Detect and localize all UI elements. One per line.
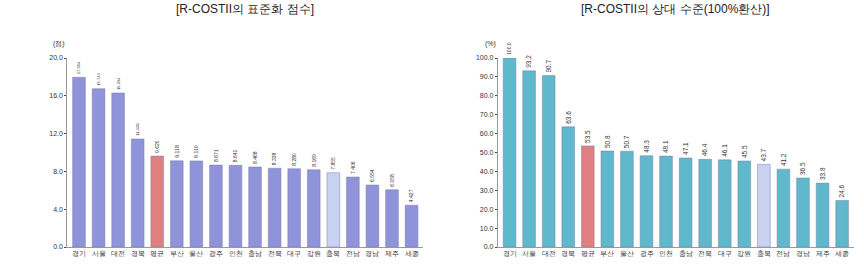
svg-text:전북: 전북 [268,250,282,258]
svg-text:[R-COSTII의 상대 수준(100%환산)]: [R-COSTII의 상대 수준(100%환산)] [581,2,770,16]
svg-text:40.0: 40.0 [480,168,494,175]
svg-text:24.6: 24.6 [838,185,845,198]
svg-text:경북: 경북 [131,250,145,258]
svg-text:전남: 전남 [346,250,360,258]
svg-text:서울: 서울 [522,250,536,257]
svg-text:경남: 경남 [796,250,810,258]
svg-text:36.5: 36.5 [799,162,806,175]
svg-text:93.2: 93.2 [525,55,532,68]
svg-text:70.0: 70.0 [480,111,494,118]
svg-text:대전: 대전 [111,250,125,257]
svg-text:세종: 세종 [835,250,849,257]
svg-text:강원: 강원 [737,250,751,257]
svg-text:평균: 평균 [150,250,164,257]
svg-text:경북: 경북 [561,250,575,258]
svg-text:전북: 전북 [698,250,712,258]
svg-text:11.428: 11.428 [135,123,140,136]
svg-text:제주: 제주 [385,250,399,257]
svg-text:16.0: 16.0 [49,92,63,99]
svg-text:41.2: 41.2 [780,153,787,166]
svg-text:8.468: 8.468 [252,151,258,164]
svg-text:제주: 제주 [816,250,830,257]
svg-text:0.0: 0.0 [484,243,494,250]
svg-text:충북: 충북 [326,250,340,258]
svg-text:7.855: 7.855 [330,157,336,170]
svg-text:63.6: 63.6 [565,111,572,124]
svg-text:46.4: 46.4 [701,143,708,156]
svg-text:50.0: 50.0 [480,149,494,156]
svg-text:충남: 충남 [248,250,262,258]
svg-text:50.7: 50.7 [623,135,630,148]
svg-text:(%): (%) [485,40,496,48]
svg-text:46.1: 46.1 [721,144,728,157]
svg-text:(점): (점) [53,40,65,48]
svg-text:울산: 울산 [189,250,203,257]
svg-text:8.671: 8.671 [213,149,219,162]
svg-text:16.743: 16.743 [96,72,101,85]
svg-text:60.0: 60.0 [480,130,494,137]
svg-text:부산: 부산 [600,250,614,257]
svg-text:9.620: 9.620 [154,140,160,153]
svg-text:세종: 세종 [405,250,419,257]
svg-text:33.8: 33.8 [819,167,826,180]
svg-text:경기: 경기 [503,250,517,257]
svg-text:충북: 충북 [757,250,771,258]
svg-text:8.280: 8.280 [291,153,297,166]
svg-text:강원: 강원 [307,250,321,257]
svg-text:경남: 경남 [365,250,379,258]
svg-text:8.641: 8.641 [232,150,238,163]
svg-text:17.964: 17.964 [76,61,81,74]
svg-text:대구: 대구 [287,250,301,257]
svg-text:45.5: 45.5 [741,145,748,158]
svg-text:4.0: 4.0 [53,206,63,213]
svg-text:대구: 대구 [718,250,732,257]
svg-text:8.0: 8.0 [53,168,63,175]
svg-text:7.406: 7.406 [350,161,356,174]
svg-text:4.427: 4.427 [408,189,414,202]
svg-text:20.0: 20.0 [480,206,494,213]
svg-text:8.169: 8.169 [311,154,317,167]
svg-text:평균: 평균 [581,250,595,257]
svg-text:전남: 전남 [776,250,790,258]
svg-text:10.0: 10.0 [480,225,494,232]
svg-text:48.1: 48.1 [662,140,669,153]
svg-text:광주: 광주 [209,250,223,258]
svg-text:대전: 대전 [542,250,556,257]
svg-text:50.8: 50.8 [604,135,611,148]
svg-text:12.0: 12.0 [49,130,63,137]
svg-text:0.0: 0.0 [53,243,63,250]
svg-text:울산: 울산 [620,250,634,257]
svg-text:53.5: 53.5 [584,130,591,143]
svg-text:16.294: 16.294 [116,77,121,90]
svg-text:48.3: 48.3 [643,140,650,153]
svg-text:6.554: 6.554 [369,169,375,182]
svg-text:20.0: 20.0 [49,54,63,61]
svg-text:90.0: 90.0 [480,73,494,80]
svg-text:광주: 광주 [640,250,654,258]
svg-text:[R-COSTII의 표준화 점수]: [R-COSTII의 표준화 점수] [176,2,314,16]
svg-text:43.7: 43.7 [760,148,767,161]
svg-text:충남: 충남 [679,250,693,258]
svg-text:47.1: 47.1 [682,142,689,155]
svg-text:90.7: 90.7 [545,60,552,73]
svg-text:서울: 서울 [92,250,106,257]
svg-text:9.118: 9.118 [174,145,180,158]
svg-text:6.058: 6.058 [389,174,395,187]
svg-text:100.0: 100.0 [506,42,512,55]
svg-text:부산: 부산 [170,250,184,257]
svg-text:8.338: 8.338 [271,152,277,165]
svg-text:100.0: 100.0 [476,54,494,61]
svg-text:인천: 인천 [659,250,673,257]
svg-text:30.0: 30.0 [480,187,494,194]
svg-text:경기: 경기 [72,250,86,257]
svg-text:80.0: 80.0 [480,92,494,99]
svg-text:9.110: 9.110 [193,145,199,158]
svg-text:인천: 인천 [229,250,243,257]
